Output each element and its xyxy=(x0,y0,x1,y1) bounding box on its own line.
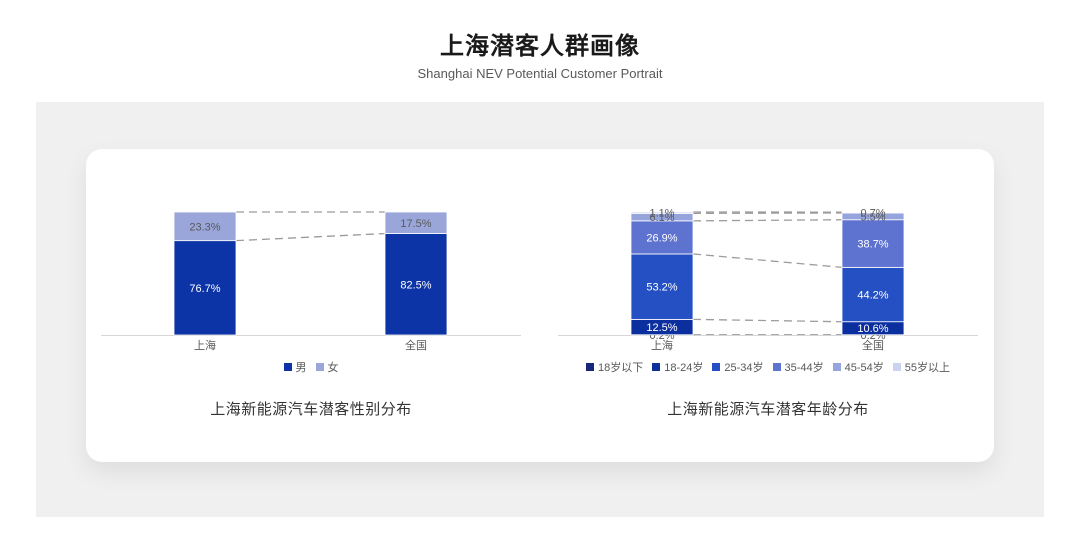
legend-label: 25-34岁 xyxy=(724,362,764,374)
chart-card: 76.7% 23.3% 上海 82.5% 17.5% 全国 男女 上海新能源汽车潜客性别分… xyxy=(86,149,994,462)
age-stacked-bar-chart: 0.2%12.5%53.2%26.9%6.1%1.1%上海0.2%10.6%44… xyxy=(558,208,978,352)
gender-stacked-bar-chart: 76.7% 23.3% 上海 82.5% 17.5% 全国 xyxy=(101,211,521,352)
bar-segment xyxy=(173,211,237,242)
connector-dashed-line xyxy=(235,232,386,242)
segment-value-label: 1.1% xyxy=(649,208,674,220)
legend-label: 55岁以上 xyxy=(904,362,951,374)
category-label: 上海 xyxy=(651,338,673,352)
legend-swatch-icon xyxy=(832,363,841,371)
gender-chart-legend: 男女 xyxy=(283,359,339,375)
segment-value-label: 10.6% xyxy=(857,323,888,335)
segment-value-label: 0.7% xyxy=(860,208,885,220)
legend-item: 18岁以下 xyxy=(585,359,644,375)
background-band: 76.7% 23.3% 上海 82.5% 17.5% 全国 男女 上海新能源汽车潜客性别分… xyxy=(36,102,1044,517)
legend-item: 45-54岁 xyxy=(832,359,884,375)
segment-value-label: 53.2% xyxy=(646,282,677,294)
legend-label: 45-54岁 xyxy=(844,362,884,374)
age-chart-legend: 18岁以下 18-24岁 25-34岁 35-44岁 45-54岁 55岁以上 xyxy=(585,359,951,375)
bar-segment xyxy=(841,219,905,268)
legend-label: 35-44岁 xyxy=(784,362,824,374)
page-title: 上海潜客人群画像 xyxy=(440,33,640,60)
segment-value-label: 82.5% xyxy=(400,279,431,291)
legend-swatch-icon xyxy=(585,363,594,371)
bar-segment xyxy=(384,211,448,234)
segment-value-label: 44.2% xyxy=(857,290,888,302)
legend-label: 18-24岁 xyxy=(664,362,704,374)
bar-segment xyxy=(841,211,905,214)
segment-value-label: 6.1% xyxy=(649,212,674,224)
segment-value-label: 23.3% xyxy=(189,221,220,233)
category-label: 上海 xyxy=(194,338,216,352)
gender-chart-panel: 76.7% 23.3% 上海 82.5% 17.5% 全国 男女 上海新能源汽车潜客性别分… xyxy=(101,194,521,462)
legend-swatch-icon xyxy=(652,363,661,371)
connector-dashed-line xyxy=(692,253,843,268)
legend-item: 18-24岁 xyxy=(652,359,703,375)
legend-item: 35-44岁 xyxy=(772,359,824,375)
legend-swatch-icon xyxy=(772,363,781,371)
legend-swatch-icon xyxy=(892,363,901,371)
legend-label: 女 xyxy=(327,362,339,374)
legend-label: 18岁以下 xyxy=(597,362,644,374)
bar-segment xyxy=(630,211,694,214)
bar-segment xyxy=(630,220,694,255)
legend-swatch-icon xyxy=(283,363,292,371)
segment-value-label: 5.5% xyxy=(860,211,885,223)
segment-value-label: 76.7% xyxy=(189,283,220,295)
segment-value-label: 38.7% xyxy=(857,239,888,251)
category-label: 全国 xyxy=(405,338,427,352)
segment-value-label: 26.9% xyxy=(646,232,677,244)
legend-item: 男 xyxy=(283,359,307,375)
age-chart-panel: 0.2% 12.5% 53.2% 26.9% 6.1% 1.1% 上海 0.2% 10.6% 44… xyxy=(558,194,978,462)
segment-value-label: 12.5% xyxy=(646,322,677,334)
legend-item: 25-34岁 xyxy=(712,359,764,375)
gender-chart-caption: 上海新能源汽车潜客性别分布 xyxy=(210,401,412,418)
bar-segment xyxy=(841,266,905,323)
legend-item: 女 xyxy=(315,359,339,375)
page-header: 上海潜客人群画像 Shanghai NEV Potential Customer… xyxy=(0,0,1080,81)
category-label: 全国 xyxy=(862,338,884,352)
age-chart-caption: 上海新能源汽车潜客年龄分布 xyxy=(667,401,869,418)
legend-label: 男 xyxy=(295,362,307,374)
segment-value-label: 17.5% xyxy=(400,218,431,230)
legend-swatch-icon xyxy=(315,363,324,371)
legend-item: 55岁以上 xyxy=(892,359,951,375)
page-subtitle: Shanghai NEV Potential Customer Portrait xyxy=(417,66,663,81)
connector-dashed-line xyxy=(692,318,843,323)
connector-dashed-line xyxy=(692,219,843,222)
legend-swatch-icon xyxy=(712,363,721,371)
